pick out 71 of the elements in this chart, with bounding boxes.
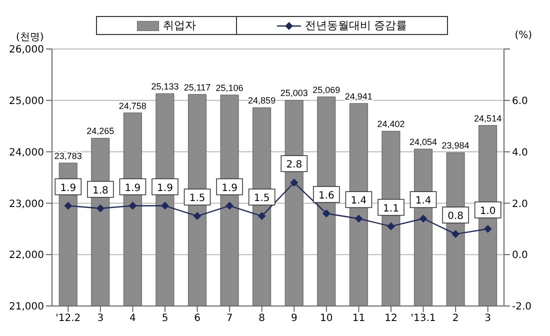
point	[322, 209, 330, 218]
point	[484, 224, 492, 233]
y-tick-label: 22,000	[9, 250, 44, 262]
point	[64, 202, 72, 210]
y2-tick-label: 0.0	[512, 250, 528, 262]
x-tick-label: 3	[484, 313, 492, 324]
y-tick-label: 25,000	[9, 96, 44, 107]
data-label: 1.9	[222, 182, 238, 194]
point	[128, 202, 137, 210]
x-tick-label: '12.2	[56, 313, 81, 324]
data-label: 1.9	[157, 182, 173, 194]
y-tick-label: 26,000	[9, 44, 44, 56]
y2-axis-title: (%)	[514, 30, 532, 41]
point	[354, 214, 363, 223]
data-label: 24,402	[377, 119, 405, 130]
data-label: 1.8	[92, 185, 108, 196]
data-label: 1.9	[124, 182, 141, 194]
x-tick-label: 6	[194, 313, 200, 324]
x-tick-label: '13.1	[410, 313, 436, 324]
x-tick-label: 8	[258, 313, 266, 324]
point	[419, 214, 428, 223]
point	[96, 204, 104, 212]
data-label: 1.5	[254, 193, 270, 204]
data-label: 25,069	[312, 84, 340, 95]
legend-label: 취업자	[162, 18, 196, 33]
data-label: 1.9	[60, 182, 76, 194]
x-tick-label: 4	[130, 313, 136, 324]
x-tick-label: 9	[290, 313, 298, 324]
data-label: 24,054	[409, 137, 438, 148]
legend-label: 전년동월대비 증감률	[304, 18, 408, 33]
data-label: 24,265	[86, 126, 114, 136]
y2-tick-label: 2.0	[512, 198, 528, 210]
data-label: 25,133	[151, 82, 179, 92]
data-label: 24,859	[248, 96, 276, 106]
point	[387, 222, 395, 230]
data-label: 1.4	[415, 196, 432, 207]
point	[193, 212, 202, 220]
y-tick-label: 23,000	[9, 198, 44, 210]
data-label: 24,758	[118, 100, 146, 111]
data-label: 24,514	[474, 113, 502, 124]
data-label: 1.1	[383, 203, 399, 214]
data-label: 1.4	[350, 196, 367, 207]
x-tick-label: 12	[384, 313, 398, 324]
data-label: 23,783	[54, 150, 82, 161]
x-tick-label: 7	[226, 313, 233, 324]
point	[161, 202, 169, 210]
point	[258, 212, 266, 220]
y2-tick-label: 6.0	[512, 96, 528, 107]
point	[452, 230, 460, 238]
data-label: 25,003	[280, 88, 308, 98]
data-label: 24,941	[344, 91, 372, 102]
y-tick-label: 21,000	[9, 302, 44, 313]
point	[226, 202, 234, 210]
x-tick-label: 11	[352, 313, 366, 324]
data-label: 25,117	[184, 82, 211, 92]
data-label: 1.6	[318, 190, 334, 202]
y-tick-label: 24,000	[9, 147, 44, 158]
x-tick-label: 3	[97, 313, 104, 324]
data-label: 25,106	[216, 82, 244, 93]
y2-tick-label: 4.0	[512, 147, 528, 158]
data-label: 2.8	[286, 160, 302, 171]
data-label: 1.5	[189, 193, 206, 204]
y2-tick-label: -2.0	[512, 302, 532, 313]
x-tick-label: 10	[320, 313, 333, 324]
data-label: 23,984	[442, 140, 470, 151]
y-axis-title: (천명)	[16, 31, 44, 44]
data-label: 1.0	[480, 206, 496, 217]
x-tick-label: 5	[162, 313, 168, 324]
point	[290, 178, 298, 187]
data-label: 0.8	[448, 211, 464, 222]
x-tick-label: 2	[452, 313, 459, 324]
